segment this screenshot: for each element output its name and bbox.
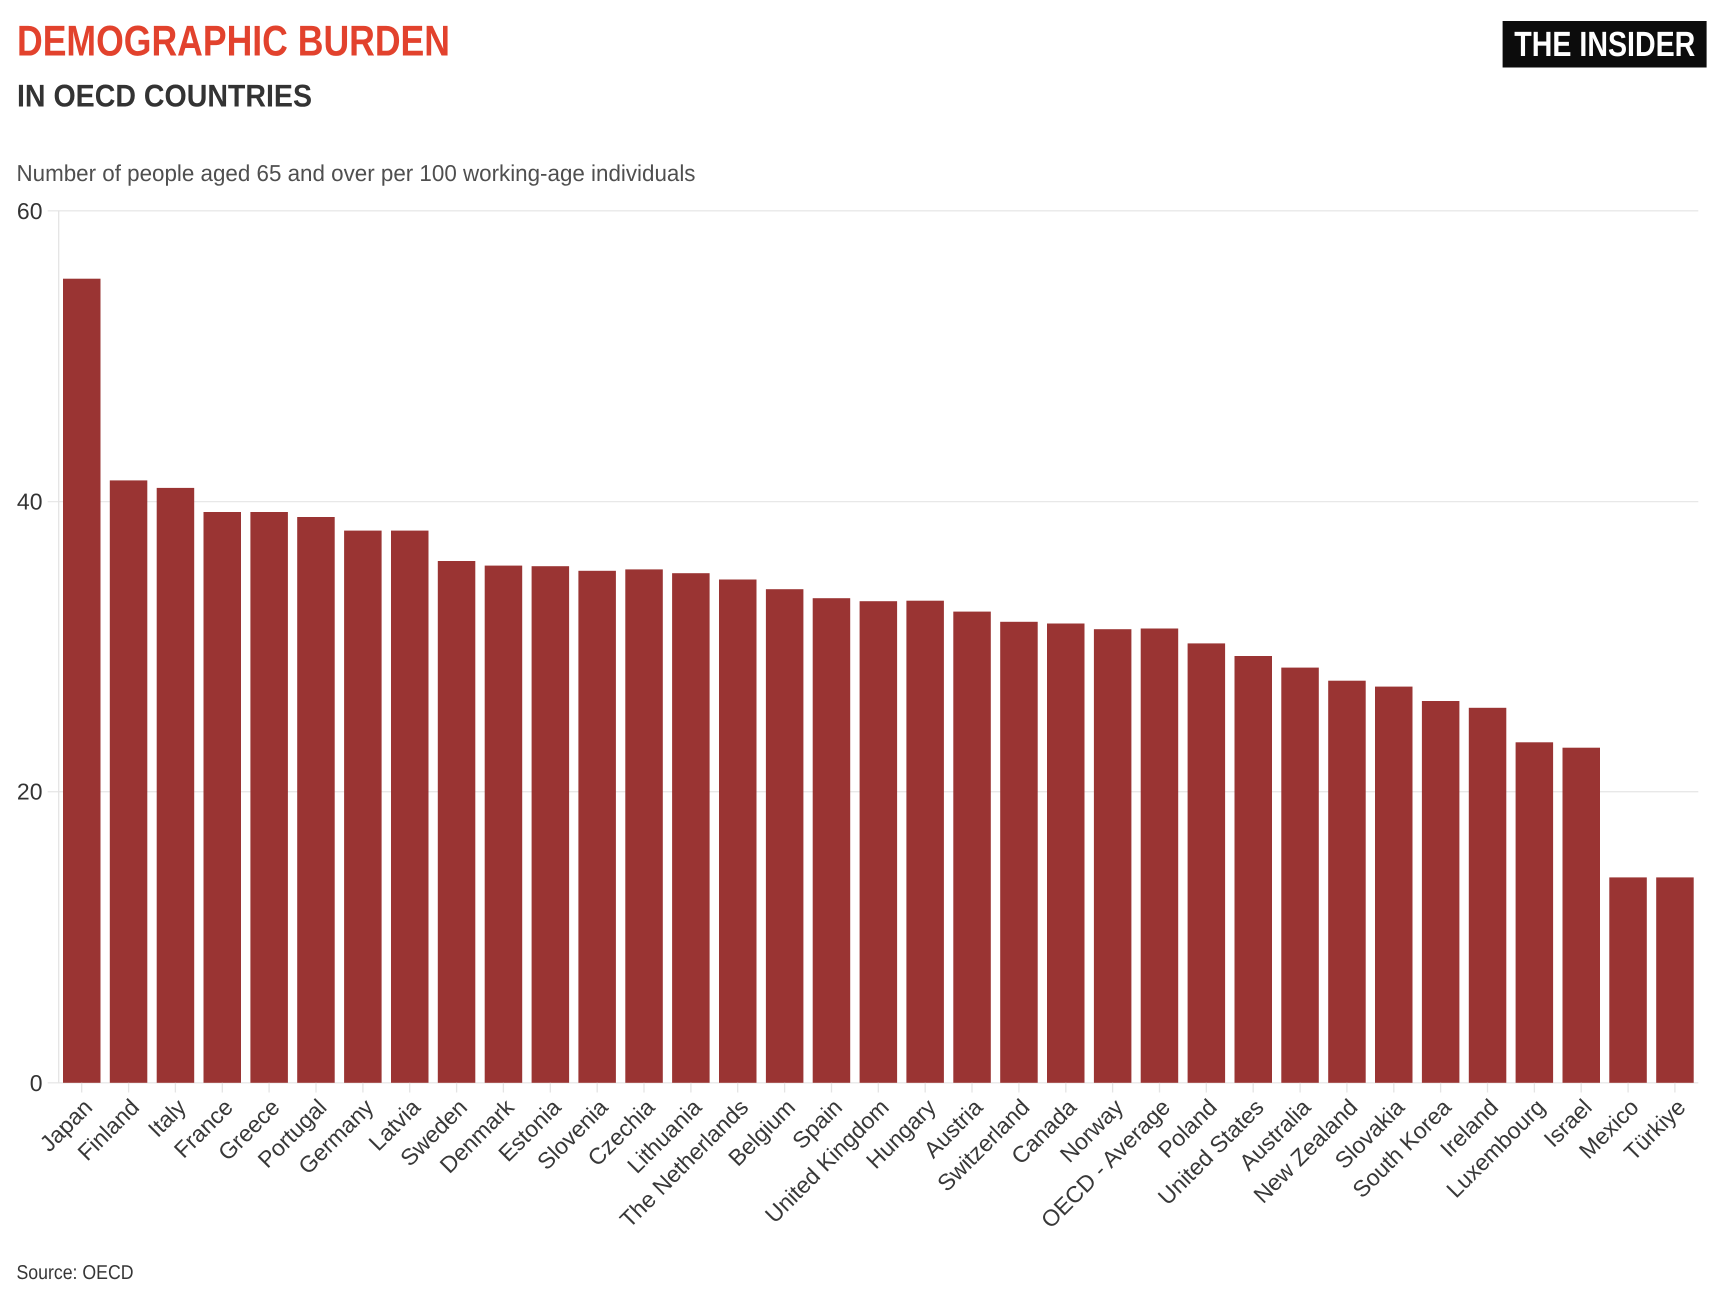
svg-text:THE INSIDER: THE INSIDER [1514,25,1695,64]
svg-text:20: 20 [17,779,43,805]
svg-text:IN OECD COUNTRIES: IN OECD COUNTRIES [17,78,312,114]
svg-text:40: 40 [17,489,43,515]
svg-text:0: 0 [30,1070,43,1096]
svg-text:Number of people aged 65 and o: Number of people aged 65 and over per 10… [17,160,696,186]
svg-text:Source: OECD: Source: OECD [17,1262,134,1284]
svg-text:DEMOGRAPHIC BURDEN: DEMOGRAPHIC BURDEN [17,18,450,66]
svg-text:60: 60 [17,198,43,224]
